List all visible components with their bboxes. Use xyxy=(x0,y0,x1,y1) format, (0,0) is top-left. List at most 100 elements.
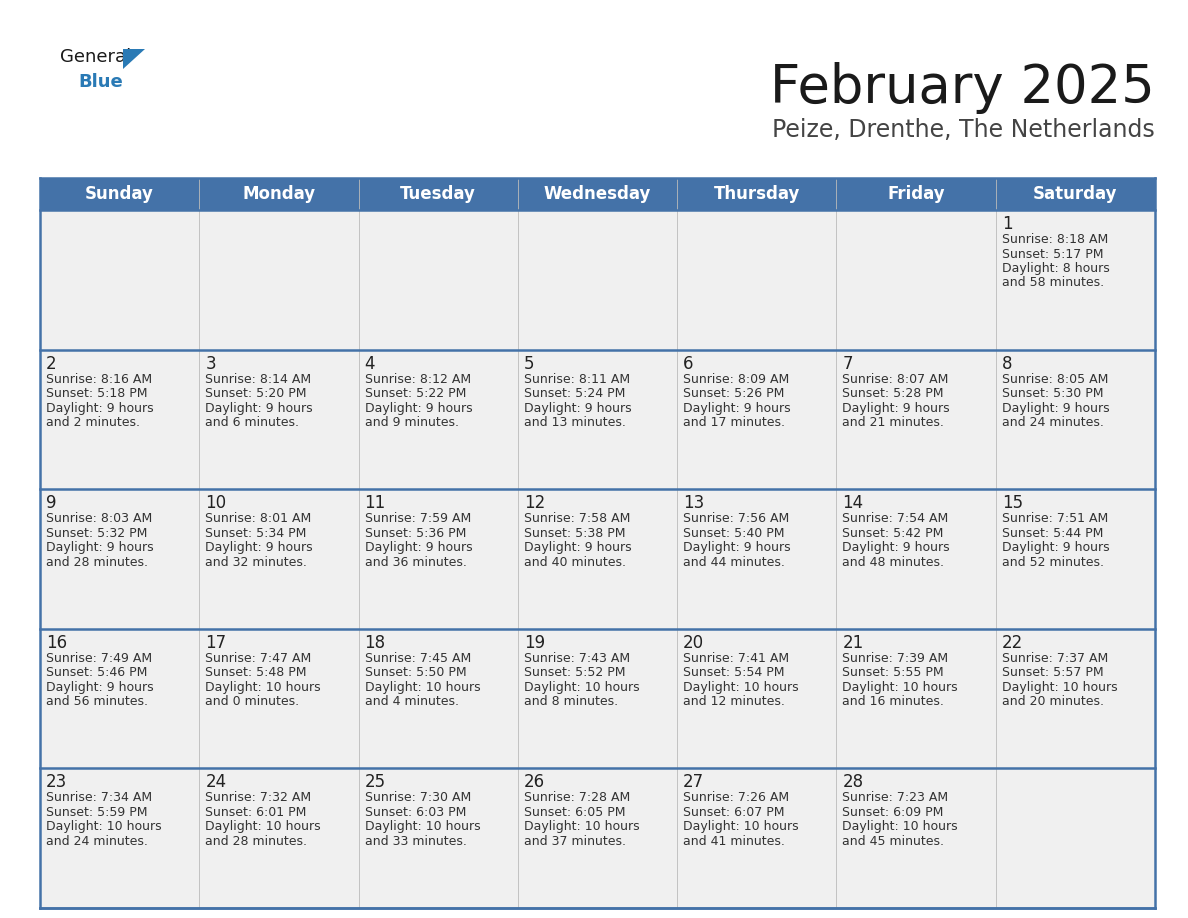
Text: 5: 5 xyxy=(524,354,535,373)
Bar xyxy=(996,210,1155,350)
Text: Sunset: 6:05 PM: Sunset: 6:05 PM xyxy=(524,806,625,819)
Text: Sunrise: 8:05 AM: Sunrise: 8:05 AM xyxy=(1001,373,1108,386)
Text: Sunset: 5:50 PM: Sunset: 5:50 PM xyxy=(365,666,466,679)
Bar xyxy=(836,768,996,908)
Text: and 45 minutes.: and 45 minutes. xyxy=(842,834,944,848)
Bar xyxy=(200,210,359,350)
Bar xyxy=(200,350,359,489)
Text: Sunset: 5:26 PM: Sunset: 5:26 PM xyxy=(683,387,784,400)
Text: and 24 minutes.: and 24 minutes. xyxy=(46,834,147,848)
Text: Sunrise: 8:16 AM: Sunrise: 8:16 AM xyxy=(46,373,152,386)
Text: Sunset: 5:20 PM: Sunset: 5:20 PM xyxy=(206,387,307,400)
Text: 28: 28 xyxy=(842,773,864,791)
Text: and 56 minutes.: and 56 minutes. xyxy=(46,695,148,709)
Text: and 2 minutes.: and 2 minutes. xyxy=(46,416,140,429)
Text: Sunset: 5:55 PM: Sunset: 5:55 PM xyxy=(842,666,944,679)
Text: Daylight: 9 hours: Daylight: 9 hours xyxy=(46,401,153,415)
Text: 24: 24 xyxy=(206,773,227,791)
Text: and 6 minutes.: and 6 minutes. xyxy=(206,416,299,429)
Bar xyxy=(677,629,836,768)
Bar xyxy=(359,629,518,768)
Bar xyxy=(677,350,836,489)
Bar xyxy=(200,768,359,908)
Text: 16: 16 xyxy=(46,633,68,652)
Text: Daylight: 9 hours: Daylight: 9 hours xyxy=(1001,542,1110,554)
Text: 3: 3 xyxy=(206,354,216,373)
Text: Daylight: 10 hours: Daylight: 10 hours xyxy=(206,681,321,694)
Text: Sunrise: 7:23 AM: Sunrise: 7:23 AM xyxy=(842,791,948,804)
Text: 27: 27 xyxy=(683,773,704,791)
Text: 9: 9 xyxy=(46,494,57,512)
Bar xyxy=(518,350,677,489)
Text: Sunrise: 7:49 AM: Sunrise: 7:49 AM xyxy=(46,652,152,665)
Text: Sunset: 5:38 PM: Sunset: 5:38 PM xyxy=(524,527,625,540)
Text: Sunrise: 7:30 AM: Sunrise: 7:30 AM xyxy=(365,791,470,804)
Text: and 40 minutes.: and 40 minutes. xyxy=(524,555,626,568)
Text: February 2025: February 2025 xyxy=(770,62,1155,114)
Text: Sunset: 5:44 PM: Sunset: 5:44 PM xyxy=(1001,527,1104,540)
Text: 1: 1 xyxy=(1001,215,1012,233)
Text: and 24 minutes.: and 24 minutes. xyxy=(1001,416,1104,429)
Text: Daylight: 10 hours: Daylight: 10 hours xyxy=(683,821,798,834)
Text: Friday: Friday xyxy=(887,185,944,203)
Text: 6: 6 xyxy=(683,354,694,373)
Text: Sunrise: 8:09 AM: Sunrise: 8:09 AM xyxy=(683,373,789,386)
Text: Sunset: 5:28 PM: Sunset: 5:28 PM xyxy=(842,387,944,400)
Bar xyxy=(836,350,996,489)
Text: Sunset: 5:46 PM: Sunset: 5:46 PM xyxy=(46,666,147,679)
Text: Sunrise: 7:43 AM: Sunrise: 7:43 AM xyxy=(524,652,630,665)
Text: 22: 22 xyxy=(1001,633,1023,652)
Text: 17: 17 xyxy=(206,633,227,652)
Bar xyxy=(996,629,1155,768)
Text: Daylight: 9 hours: Daylight: 9 hours xyxy=(46,681,153,694)
Text: Sunset: 5:34 PM: Sunset: 5:34 PM xyxy=(206,527,307,540)
Text: and 12 minutes.: and 12 minutes. xyxy=(683,695,785,709)
Text: and 33 minutes.: and 33 minutes. xyxy=(365,834,467,848)
Text: 10: 10 xyxy=(206,494,227,512)
Text: Daylight: 9 hours: Daylight: 9 hours xyxy=(842,401,950,415)
Text: Sunset: 5:30 PM: Sunset: 5:30 PM xyxy=(1001,387,1104,400)
Text: Sunset: 5:18 PM: Sunset: 5:18 PM xyxy=(46,387,147,400)
Bar xyxy=(200,629,359,768)
Text: and 4 minutes.: and 4 minutes. xyxy=(365,695,459,709)
Text: Sunrise: 7:54 AM: Sunrise: 7:54 AM xyxy=(842,512,949,525)
Text: 25: 25 xyxy=(365,773,386,791)
Text: 8: 8 xyxy=(1001,354,1012,373)
Text: Daylight: 10 hours: Daylight: 10 hours xyxy=(365,681,480,694)
Text: and 17 minutes.: and 17 minutes. xyxy=(683,416,785,429)
Bar xyxy=(40,768,200,908)
Text: and 28 minutes.: and 28 minutes. xyxy=(46,555,148,568)
Text: Sunset: 5:22 PM: Sunset: 5:22 PM xyxy=(365,387,466,400)
Bar xyxy=(359,489,518,629)
Text: Daylight: 9 hours: Daylight: 9 hours xyxy=(524,542,632,554)
Text: Daylight: 10 hours: Daylight: 10 hours xyxy=(683,681,798,694)
Bar xyxy=(996,768,1155,908)
Text: and 21 minutes.: and 21 minutes. xyxy=(842,416,944,429)
Bar xyxy=(40,629,200,768)
Bar xyxy=(518,489,677,629)
Text: Sunset: 5:59 PM: Sunset: 5:59 PM xyxy=(46,806,147,819)
Bar xyxy=(996,350,1155,489)
Text: and 0 minutes.: and 0 minutes. xyxy=(206,695,299,709)
Text: and 8 minutes.: and 8 minutes. xyxy=(524,695,618,709)
Bar xyxy=(40,210,200,350)
Text: Sunrise: 7:58 AM: Sunrise: 7:58 AM xyxy=(524,512,630,525)
Bar xyxy=(836,629,996,768)
Bar xyxy=(518,768,677,908)
Text: 19: 19 xyxy=(524,633,545,652)
Text: Sunset: 6:01 PM: Sunset: 6:01 PM xyxy=(206,806,307,819)
Bar xyxy=(200,489,359,629)
Text: Daylight: 9 hours: Daylight: 9 hours xyxy=(206,401,312,415)
Text: and 44 minutes.: and 44 minutes. xyxy=(683,555,785,568)
Text: Sunset: 5:36 PM: Sunset: 5:36 PM xyxy=(365,527,466,540)
Text: Sunrise: 7:32 AM: Sunrise: 7:32 AM xyxy=(206,791,311,804)
Text: Daylight: 8 hours: Daylight: 8 hours xyxy=(1001,262,1110,275)
Text: Sunset: 5:42 PM: Sunset: 5:42 PM xyxy=(842,527,943,540)
Text: Daylight: 10 hours: Daylight: 10 hours xyxy=(524,821,639,834)
Text: Monday: Monday xyxy=(242,185,316,203)
Text: Sunrise: 7:39 AM: Sunrise: 7:39 AM xyxy=(842,652,948,665)
Text: and 20 minutes.: and 20 minutes. xyxy=(1001,695,1104,709)
Text: Thursday: Thursday xyxy=(714,185,800,203)
Text: Sunset: 5:24 PM: Sunset: 5:24 PM xyxy=(524,387,625,400)
Text: Sunrise: 7:34 AM: Sunrise: 7:34 AM xyxy=(46,791,152,804)
